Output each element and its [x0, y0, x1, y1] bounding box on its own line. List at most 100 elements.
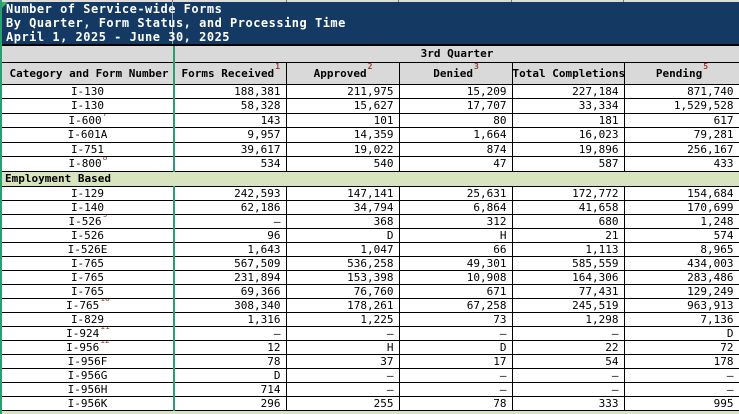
cell-value[interactable]: D [285, 228, 399, 243]
cell-value[interactable]: 25,631 [398, 186, 512, 201]
cell-value[interactable]: 76,760 [285, 284, 399, 299]
cell-value[interactable]: 312 [398, 214, 512, 229]
cell-form-number[interactable]: I-765 [2, 284, 175, 299]
cell-form-number[interactable]: I-129 [2, 186, 175, 201]
cell-value[interactable]: 37 [285, 354, 399, 369]
cell-value[interactable]: 585,559 [511, 256, 624, 271]
report-title[interactable]: Number of Service-wide Forms By Quarter,… [2, 2, 739, 44]
cell-form-number[interactable]: I-92411 [2, 326, 175, 341]
cell-value[interactable]: 66 [398, 242, 512, 257]
cell-value[interactable]: 178,261 [285, 298, 399, 313]
cell-value[interactable]: – [398, 326, 512, 341]
cell-value[interactable]: 671 [398, 284, 512, 299]
cell-value[interactable]: 17,707 [398, 98, 512, 114]
cell-value[interactable]: 283,486 [623, 270, 739, 285]
cell-value[interactable]: D [398, 340, 512, 355]
cell-form-number[interactable]: I-751 [2, 142, 175, 157]
cell-value[interactable]: 433 [623, 156, 739, 172]
cell-value[interactable]: 8,965 [623, 242, 739, 257]
cell-form-number[interactable]: I-601A [2, 127, 175, 143]
cell-value[interactable]: 178 [623, 354, 739, 369]
cell-value[interactable]: 19,896 [511, 142, 624, 157]
cell-value[interactable]: 9,957 [173, 127, 286, 143]
cell-value[interactable]: 78 [398, 396, 512, 411]
cell-form-number[interactable]: I-956G [2, 368, 175, 383]
cell-value[interactable]: 536,258 [285, 256, 399, 271]
column-header-total-completions[interactable]: Total Completions4 [511, 62, 624, 85]
cell-value[interactable]: 1,643 [173, 242, 286, 257]
cell-value[interactable]: 587 [511, 156, 624, 172]
cell-form-number[interactable]: I-140 [2, 200, 175, 215]
cell-value[interactable]: 164,306 [511, 270, 624, 285]
section-header-cell[interactable]: Employment Based [2, 170, 739, 187]
cell-value[interactable]: – [511, 326, 624, 341]
cell-value[interactable]: 153,398 [285, 270, 399, 285]
cell-value[interactable]: 147,141 [285, 186, 399, 201]
quarter-spacer-cell[interactable] [2, 46, 175, 63]
cell-value[interactable]: – [285, 326, 399, 341]
section-header-cell[interactable] [2, 409, 739, 414]
cell-value[interactable]: 16,023 [511, 127, 624, 143]
cell-value[interactable]: 62,186 [173, 200, 286, 215]
quarter-header-cell[interactable]: 3rd Quarter [174, 46, 739, 63]
cell-value[interactable]: 15,209 [398, 84, 512, 99]
cell-value[interactable]: 231,894 [173, 270, 286, 285]
cell-value[interactable]: – [285, 382, 399, 397]
cell-value[interactable]: – [511, 368, 624, 383]
cell-value[interactable]: 33,334 [511, 98, 624, 114]
cell-value[interactable]: 255 [285, 396, 399, 411]
cell-value[interactable]: 58,328 [173, 98, 286, 114]
cell-form-number[interactable]: I-95612 [2, 340, 175, 355]
cell-value[interactable]: 96 [173, 228, 286, 243]
cell-value[interactable]: 296 [173, 396, 286, 411]
cell-value[interactable]: D [623, 326, 739, 341]
column-header-category[interactable]: Category and Form Number [2, 62, 175, 85]
cell-form-number[interactable]: I-8008 [2, 156, 175, 172]
cell-value[interactable]: 188,381 [173, 84, 286, 99]
cell-value[interactable]: 154,684 [623, 186, 739, 201]
cell-form-number[interactable]: I-765 [2, 256, 175, 271]
cell-value[interactable]: H [285, 340, 399, 355]
cell-form-number[interactable]: I-956K [2, 396, 175, 411]
cell-value[interactable]: 227,184 [511, 84, 624, 99]
column-header-forms-received[interactable]: Forms Received1 [173, 62, 286, 85]
cell-value[interactable]: 10,908 [398, 270, 512, 285]
cell-value[interactable]: 143 [173, 113, 286, 128]
cell-form-number[interactable]: I-526E [2, 242, 175, 257]
cell-value[interactable]: 69,366 [173, 284, 286, 299]
cell-value[interactable]: 21 [511, 228, 624, 243]
cell-value[interactable]: 72 [623, 340, 739, 355]
cell-value[interactable]: 6,864 [398, 200, 512, 215]
cell-value[interactable]: 333 [511, 396, 624, 411]
column-header-approved[interactable]: Approved2 [285, 62, 399, 85]
cell-form-number[interactable]: I-130 [2, 84, 175, 99]
cell-form-number[interactable]: I-526 [2, 228, 175, 243]
cell-value[interactable]: 73 [398, 312, 512, 327]
cell-form-number[interactable]: I-956F [2, 354, 175, 369]
cell-value[interactable]: 77,431 [511, 284, 624, 299]
cell-form-number[interactable]: I-829 [2, 312, 175, 327]
cell-value[interactable]: 54 [511, 354, 624, 369]
cell-value[interactable]: 181 [511, 113, 624, 128]
cell-value[interactable]: 17 [398, 354, 512, 369]
cell-value[interactable]: – [623, 368, 739, 383]
column-header-denied[interactable]: Denied3 [398, 62, 512, 85]
cell-value[interactable]: 170,699 [623, 200, 739, 215]
cell-value[interactable]: 14,359 [285, 127, 399, 143]
cell-value[interactable]: – [511, 382, 624, 397]
cell-value[interactable]: 67,258 [398, 298, 512, 313]
cell-value[interactable]: 245,519 [511, 298, 624, 313]
cell-value[interactable]: 714 [173, 382, 286, 397]
cell-value[interactable]: 15,627 [285, 98, 399, 114]
cell-value[interactable]: 1,529,528 [623, 98, 739, 114]
cell-value[interactable]: 78 [173, 354, 286, 369]
cell-value[interactable]: 1,113 [511, 242, 624, 257]
cell-value[interactable]: 567,509 [173, 256, 286, 271]
cell-value[interactable]: – [398, 382, 512, 397]
cell-value[interactable]: 256,167 [623, 142, 739, 157]
cell-form-number[interactable]: I-956H [2, 382, 175, 397]
column-header-pending[interactable]: Pending5 [623, 62, 739, 85]
cell-value[interactable]: 368 [285, 214, 399, 229]
cell-value[interactable]: – [398, 368, 512, 383]
cell-form-number[interactable]: I-130 [2, 98, 175, 114]
